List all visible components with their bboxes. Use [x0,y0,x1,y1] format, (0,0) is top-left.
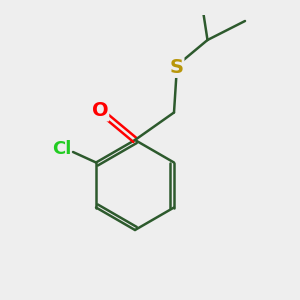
Text: O: O [92,101,108,121]
Text: S: S [169,58,184,77]
Text: Cl: Cl [52,140,72,158]
